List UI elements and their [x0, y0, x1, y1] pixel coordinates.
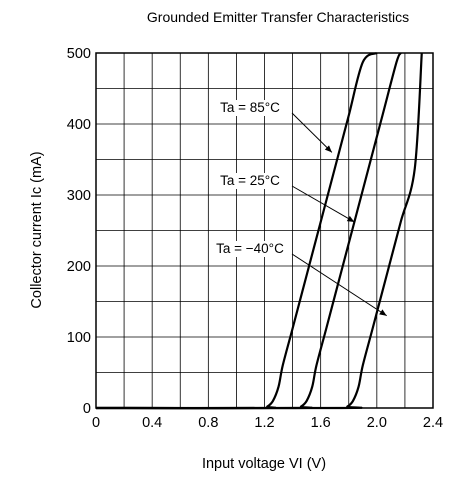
x-tick-label: 2.0 [367, 415, 387, 431]
y-axis-label: Collector current Ic (mA) [29, 151, 45, 308]
annotation-label-bg [215, 173, 285, 189]
x-tick-label: 0.8 [198, 415, 218, 431]
annotation-label-bg [215, 100, 285, 116]
chart-title: Grounded Emitter Transfer Characteristic… [147, 9, 409, 25]
annotation-arrowhead [324, 145, 332, 153]
annotation-arrow [291, 185, 355, 223]
y-tick-label: 500 [67, 46, 91, 62]
annotation-label: Ta = 85°C [220, 100, 280, 115]
annotation-arrow [291, 253, 387, 317]
annotation-arrowhead [379, 309, 387, 316]
x-tick-label: 0.4 [142, 415, 162, 431]
y-ticks: 0 100 200 300 400 500 [67, 46, 91, 417]
y-tick-label: 300 [67, 188, 91, 204]
x-tick-label: 1.2 [254, 415, 274, 431]
annotation-arrow [291, 112, 333, 153]
x-tick-label: 2.4 [423, 415, 443, 431]
y-tick-label: 100 [67, 330, 91, 346]
y-tick-label: 200 [67, 259, 91, 275]
y-tick-label: 400 [67, 117, 91, 133]
x-ticks: 0 0.4 0.8 1.2 1.6 2.0 2.4 [92, 415, 443, 431]
annotations: Ta = 85°C Ta = 25°C Ta = −40°C [212, 100, 387, 317]
annotation-label: Ta = 25°C [220, 173, 280, 188]
x-axis-label: Input voltage VI (V) [202, 456, 326, 472]
x-tick-label: 1.6 [311, 415, 331, 431]
annotation-arrowhead [346, 215, 355, 222]
x-tick-label: 0 [92, 415, 100, 431]
plot-frame [95, 52, 434, 409]
annotation-label: Ta = −40°C [216, 241, 284, 256]
annotation-label-bg [212, 241, 288, 257]
y-tick-label: 0 [83, 401, 91, 417]
